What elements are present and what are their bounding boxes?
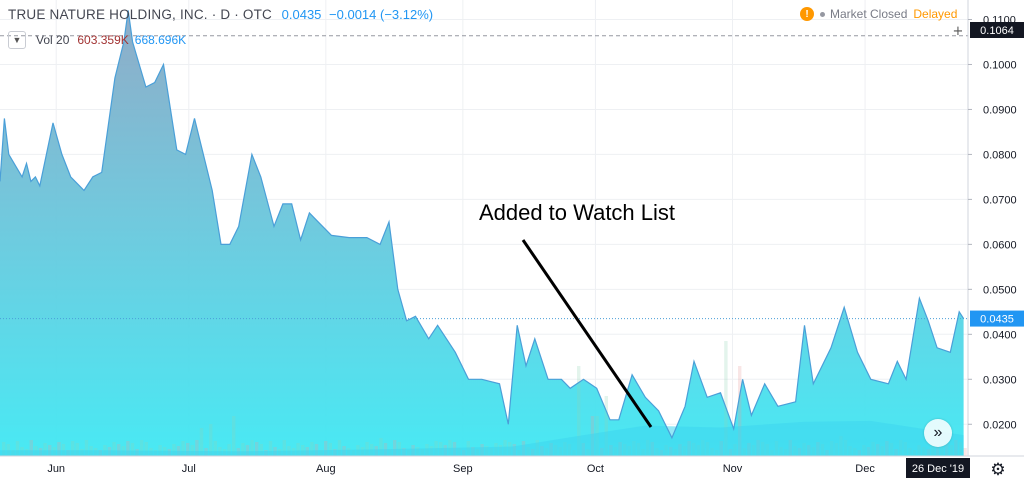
delayed-label[interactable]: Delayed bbox=[913, 7, 958, 21]
volume-ma-area bbox=[0, 420, 964, 456]
y-tick-label: 0.0600 bbox=[983, 239, 1017, 251]
volume-bar bbox=[43, 443, 47, 456]
x-tick-label: Jul bbox=[182, 463, 196, 475]
volume-bar bbox=[75, 443, 79, 456]
volume-bar bbox=[250, 440, 254, 456]
y-tick-label: 0.0700 bbox=[983, 194, 1017, 206]
y-tick-label: 0.0500 bbox=[983, 284, 1017, 296]
x-tick-label: Nov bbox=[723, 463, 743, 475]
y-tick-label: 0.0400 bbox=[983, 329, 1017, 341]
volume-bar bbox=[144, 442, 148, 456]
symbol-title[interactable]: TRUE NATURE HOLDING, INC. · D · OTC bbox=[8, 7, 273, 22]
crosshair-price-badge bbox=[970, 22, 1024, 38]
volume-bar bbox=[61, 444, 66, 456]
volume-bar bbox=[15, 441, 20, 456]
volume-bar bbox=[337, 440, 342, 456]
volume-bar bbox=[190, 445, 194, 456]
volume-bar bbox=[29, 440, 33, 456]
volume-bar bbox=[181, 441, 185, 456]
chevron-down-icon[interactable]: ▼ bbox=[8, 31, 26, 49]
volume-ma-value: 668.696K bbox=[134, 33, 187, 47]
volume-bar bbox=[232, 416, 236, 456]
volume-bar bbox=[268, 441, 273, 456]
volume-bar bbox=[126, 441, 130, 456]
x-tick-label: Sep bbox=[453, 463, 473, 475]
y-tick-label: 0.1000 bbox=[983, 59, 1017, 71]
volume-bar bbox=[130, 443, 135, 456]
x-tick-label: Oct bbox=[587, 463, 604, 475]
date-badge-label: 26 Dec '19 bbox=[912, 463, 964, 475]
volume-bar bbox=[255, 442, 259, 456]
scroll-to-realtime-button[interactable]: » bbox=[924, 419, 952, 447]
price-area bbox=[0, 10, 964, 456]
x-tick-label: Aug bbox=[316, 463, 336, 475]
volume-bar bbox=[296, 443, 300, 456]
last-price-badge bbox=[970, 310, 1024, 327]
last-price-label: 0.0435 bbox=[980, 314, 1014, 326]
volume-bar bbox=[724, 341, 728, 456]
volume-label: Vol 20 bbox=[36, 33, 70, 47]
settings-button[interactable]: ⚙ bbox=[988, 460, 1008, 480]
volume-bar bbox=[213, 441, 217, 456]
volume-bar bbox=[117, 444, 121, 456]
volume-bar bbox=[2, 442, 6, 456]
volume-bar bbox=[209, 424, 213, 456]
volume-bar bbox=[112, 442, 116, 456]
status-dot-icon bbox=[820, 11, 825, 17]
volume-bar bbox=[227, 444, 231, 456]
price-line bbox=[0, 10, 965, 440]
volume-bar bbox=[324, 441, 328, 456]
volume-bar bbox=[379, 438, 383, 456]
volume-bar bbox=[241, 443, 245, 456]
market-status: ! Market Closed Delayed bbox=[800, 7, 957, 21]
x-tick-label: Jun bbox=[47, 463, 65, 475]
double-chevron-right-icon: » bbox=[933, 424, 943, 441]
x-tick-label: Dec bbox=[855, 463, 875, 475]
date-badge bbox=[906, 458, 970, 478]
y-axis: 0.11000.10000.09000.08000.07000.06000.05… bbox=[968, 14, 1017, 431]
volume-bar bbox=[738, 366, 742, 456]
volume-bar bbox=[195, 440, 199, 456]
volume-bar bbox=[963, 448, 967, 456]
volume-bar bbox=[577, 366, 581, 456]
volume-bar bbox=[604, 396, 608, 456]
crosshair-price-label: 0.1064 bbox=[980, 25, 1014, 37]
volume-bar bbox=[245, 445, 250, 456]
gear-icon: ⚙ bbox=[990, 460, 1006, 479]
volume-bar bbox=[328, 443, 332, 456]
volume-bar bbox=[199, 428, 204, 456]
volume-legend: ▼ Vol 20 603.359K 668.696K bbox=[8, 31, 186, 49]
y-tick-label: 0.0200 bbox=[983, 419, 1017, 431]
volume-bar bbox=[282, 440, 286, 456]
price-change: −0.0014 (−3.12%) bbox=[329, 7, 434, 22]
volume-bar bbox=[310, 442, 314, 456]
y-tick-label: 0.0900 bbox=[983, 104, 1017, 116]
volume-bar bbox=[365, 442, 369, 456]
volume-bar bbox=[186, 443, 190, 456]
chart-header: TRUE NATURE HOLDING, INC. · D · OTC 0.04… bbox=[8, 7, 433, 22]
volume-bar bbox=[84, 440, 89, 456]
volume-bar bbox=[172, 444, 176, 456]
volume-bar bbox=[259, 444, 263, 456]
volume-bar bbox=[140, 440, 144, 456]
crosshair-plus-icon: + bbox=[953, 24, 964, 39]
volume-bar bbox=[393, 440, 397, 456]
y-tick-label: 0.0300 bbox=[983, 374, 1017, 386]
volume-bar bbox=[158, 445, 162, 456]
y-tick-label: 0.0800 bbox=[983, 149, 1017, 161]
volume-bar bbox=[57, 442, 61, 456]
current-price: 0.0435 bbox=[281, 7, 322, 22]
volume-bar bbox=[314, 444, 319, 456]
market-closed-label: Market Closed bbox=[830, 7, 908, 21]
x-axis: Jun Jul Aug Sep Oct Nov Dec bbox=[47, 463, 875, 475]
annotation-arrow bbox=[521, 239, 653, 428]
annotation-text: Added to Watch List bbox=[479, 200, 675, 225]
warning-icon[interactable]: ! bbox=[800, 7, 814, 21]
volume-bar bbox=[71, 441, 75, 456]
volume-bar bbox=[6, 444, 10, 456]
volume-value: 603.359K bbox=[77, 33, 129, 47]
